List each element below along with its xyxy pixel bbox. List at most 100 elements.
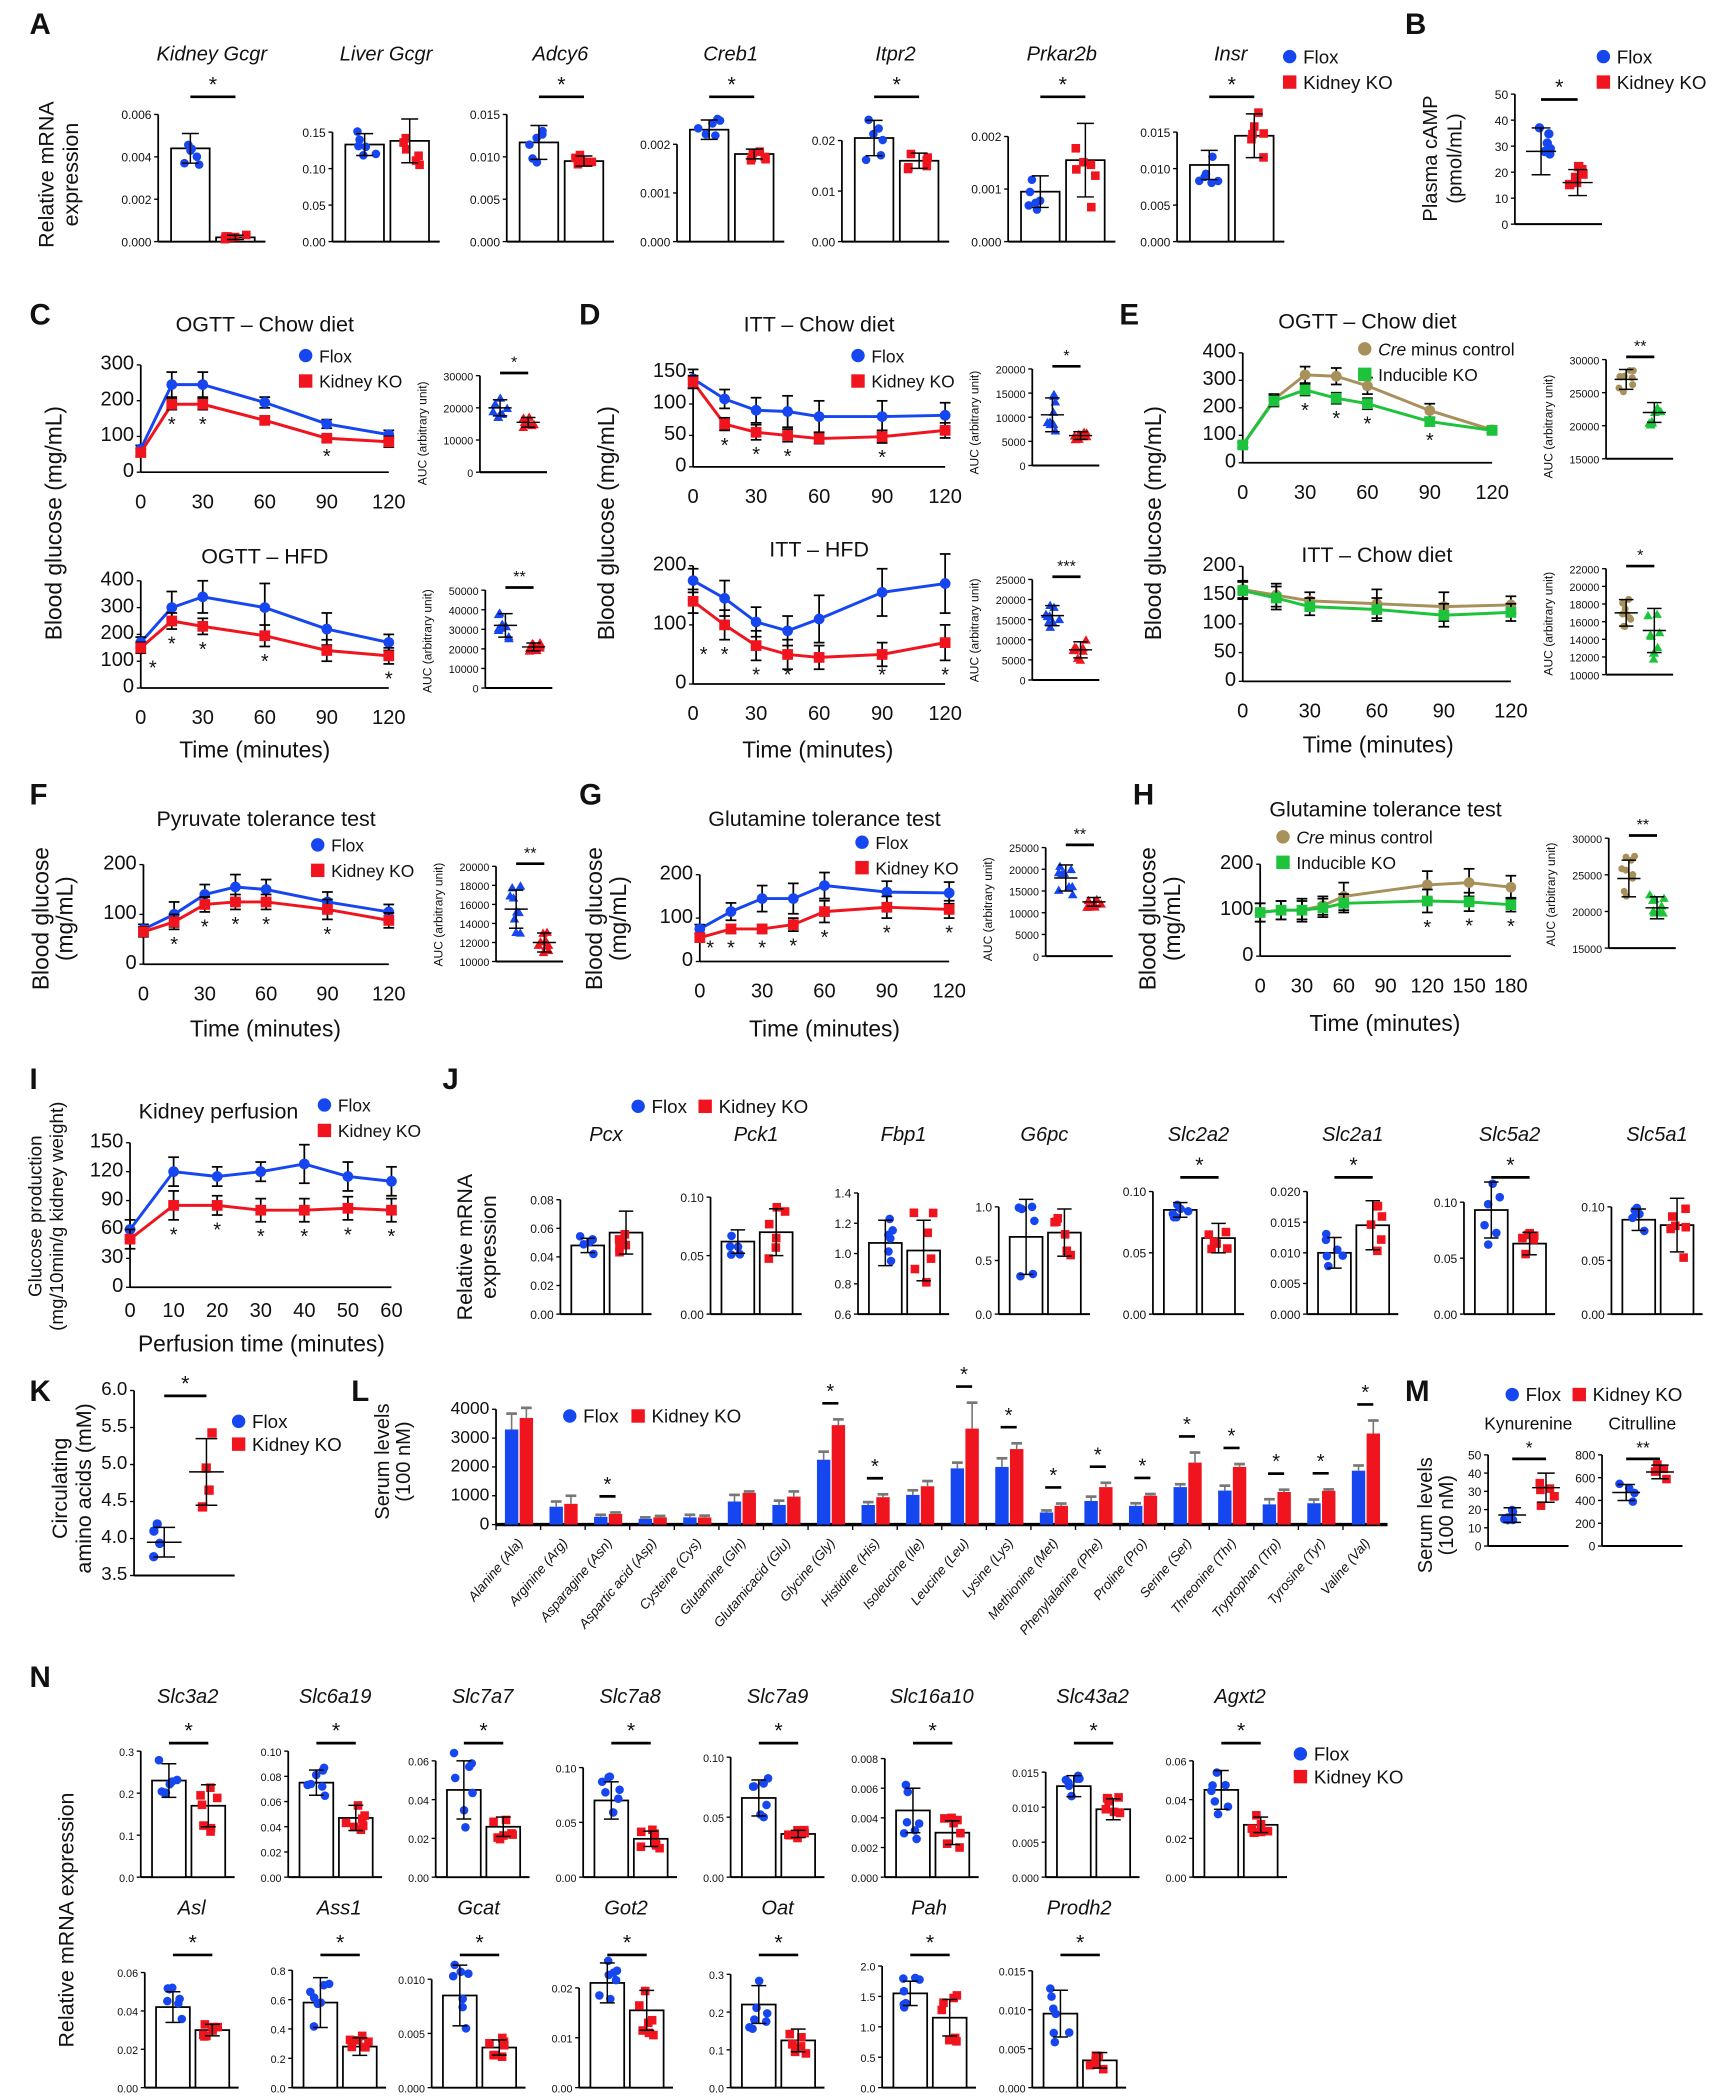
y-tick-label: 0.006 <box>851 1784 878 1796</box>
y-axis-label: expression <box>59 123 83 227</box>
legend-label: Flox <box>1617 46 1653 67</box>
y-axis-label: Serum levels <box>372 1404 394 1520</box>
x-tick-label: 50 <box>337 1300 359 1322</box>
y-tick-label: 0.010 <box>999 2005 1026 2017</box>
data-point <box>196 1791 205 1800</box>
y-tick-label: 0.05 <box>302 199 326 213</box>
legend-marker <box>851 374 865 388</box>
y-tick-label: 0.10 <box>1123 1185 1147 1199</box>
data-point <box>1424 405 1436 416</box>
bar-ko <box>965 1428 979 1525</box>
legend-label: Cre minus control <box>1296 828 1432 848</box>
y-tick-label: 0.00 <box>680 1308 704 1322</box>
data-point <box>687 575 699 586</box>
y-tick-label: 0.8 <box>835 1278 852 1292</box>
data-point <box>321 645 333 656</box>
data-point <box>535 937 546 946</box>
data-point <box>1372 1202 1381 1211</box>
y-tick-label: 100 <box>653 392 687 414</box>
data-point <box>353 127 362 136</box>
y-tick-label: 14000 <box>1570 635 1600 647</box>
data-point <box>1053 867 1064 877</box>
y-tick-label: 0.010 <box>398 1975 425 1987</box>
significance-star: * <box>1228 72 1236 96</box>
bar-flox <box>816 1459 831 1525</box>
data-point <box>1066 1250 1075 1260</box>
x-tick-label: 40 <box>293 1300 315 1322</box>
data-point <box>701 129 711 139</box>
data-point <box>350 1822 359 1832</box>
y-tick-label: 0.5 <box>975 1254 992 1268</box>
data-point <box>1248 129 1257 139</box>
data-point <box>650 1829 660 1839</box>
bar-flox <box>1262 1504 1277 1525</box>
significance-star: * <box>1332 408 1340 430</box>
data-point <box>940 1814 949 1823</box>
y-tick-label: 0.000 <box>1140 235 1170 249</box>
bar-flox <box>861 1504 875 1525</box>
y-tick-label: 150 <box>90 1130 124 1152</box>
data-point <box>1254 907 1266 918</box>
y-tick-label: 0.3 <box>709 1970 724 1982</box>
chart-title: ITT – Chow diet <box>744 312 895 336</box>
y-tick-label: 15000 <box>996 615 1026 627</box>
significance-star: ** <box>1074 826 1087 844</box>
chart-title: Slc7a9 <box>747 1686 808 1708</box>
data-point <box>531 645 542 655</box>
data-point <box>1421 879 1433 891</box>
legend-label: Flox <box>583 1406 619 1427</box>
legend-marker <box>855 835 869 849</box>
bar-flox <box>570 1244 606 1315</box>
data-point <box>910 1973 920 1983</box>
data-point <box>756 1810 765 1819</box>
data-point <box>194 160 204 169</box>
data-point <box>952 2037 961 2046</box>
y-tick-label: 10000 <box>443 436 473 448</box>
bar-flox <box>950 1468 965 1525</box>
data-point <box>1338 897 1350 909</box>
data-point <box>636 1842 646 1851</box>
data-point <box>383 906 395 918</box>
data-point <box>762 2009 772 2018</box>
data-point <box>746 155 756 165</box>
y-tick-label: 0.05 <box>1123 1247 1147 1261</box>
data-point <box>1362 380 1373 392</box>
data-point <box>1463 877 1475 888</box>
bar-ko <box>653 1517 667 1525</box>
data-point <box>166 602 178 613</box>
y-tick-label: 0.10 <box>1581 1201 1605 1215</box>
y-axis-label: Glucose production <box>25 1135 46 1297</box>
data-point <box>955 1843 964 1852</box>
chart-title: Liver Gcgr <box>340 44 434 66</box>
data-point <box>255 1166 267 1178</box>
data-point <box>1483 1199 1493 1209</box>
series-line-1 <box>1242 589 1511 617</box>
chart-title: Slc7a7 <box>452 1686 514 1708</box>
data-point <box>764 1254 774 1263</box>
legend-marker <box>855 860 869 875</box>
y-tick-label: 0.02 <box>1166 1834 1187 1846</box>
data-point <box>1330 370 1342 382</box>
data-point <box>1542 138 1552 148</box>
data-point <box>1075 1774 1084 1783</box>
data-point <box>489 1817 498 1827</box>
data-point <box>1299 369 1311 381</box>
y-tick-label: 40000 <box>449 605 479 617</box>
chart-title: Kidney perfusion <box>139 1099 299 1123</box>
significance-star: * <box>1637 547 1643 565</box>
data-point <box>206 1783 215 1792</box>
x-axis-label: Time (minutes) <box>179 737 330 763</box>
chart-auc_d2: 0 5000 10000 15000 20000 25000 *** <box>996 557 1100 688</box>
legend-marker <box>1276 830 1290 844</box>
data-point <box>595 1991 604 2000</box>
y-tick-label: 18000 <box>1570 600 1600 612</box>
data-point <box>578 157 587 167</box>
x-tick-label: 90 <box>316 983 338 1005</box>
data-point <box>784 1830 793 1840</box>
data-point <box>1204 1230 1214 1239</box>
panel-label-a: A <box>29 8 50 41</box>
data-point <box>298 1158 310 1170</box>
x-tick-label: 0 <box>135 707 146 729</box>
data-point <box>785 2029 795 2039</box>
data-point <box>1091 2056 1100 2065</box>
